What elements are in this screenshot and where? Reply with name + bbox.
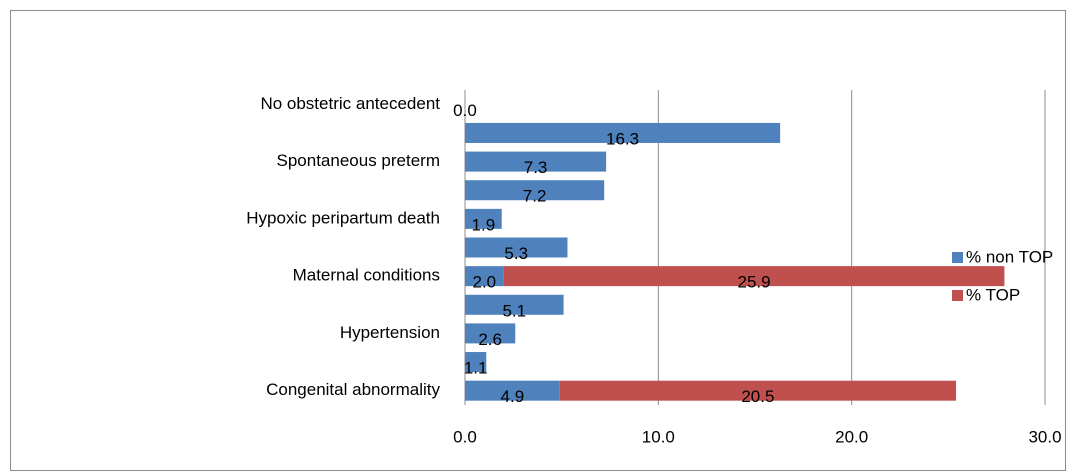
data-label: 7.2 [523,187,547,206]
y-tick-label: Hypoxic peripartum death [246,208,440,227]
legend-label: % non TOP [966,247,1053,266]
y-tick-label: No obstetric antecedent [260,94,440,113]
bar [465,237,568,258]
y-tick-label: Maternal conditions [293,266,440,285]
data-label: 2.6 [478,330,502,349]
x-tick-label: 30.0 [1028,427,1061,446]
bar [465,266,504,287]
data-label: 1.9 [472,215,496,234]
data-label: 4.9 [501,387,525,406]
bar [559,380,957,401]
data-label: 5.1 [502,301,526,320]
data-label: 2.0 [473,273,497,292]
bar [465,180,605,201]
legend-swatch [952,252,963,263]
x-tick-label: 10.0 [642,427,675,446]
bar [465,294,564,315]
x-tick-label: 0.0 [453,427,477,446]
legend-swatch [952,290,963,301]
y-tick-label: Spontaneous preterm [277,151,441,170]
x-tick-label: 20.0 [835,427,868,446]
data-label: 7.3 [524,158,548,177]
legend-label: % TOP [966,285,1020,304]
y-tick-label: Congenital abnormality [266,380,440,399]
data-label: 0.0 [453,101,477,120]
bar [465,380,560,401]
bar [465,208,502,229]
bar [465,151,607,172]
data-label: 5.3 [504,244,528,263]
bar [465,352,487,373]
data-label: 25.9 [737,273,770,292]
bar [503,266,1005,287]
bar [465,122,781,143]
data-label: 1.1 [464,359,488,378]
data-label: 16.3 [606,129,639,148]
data-label: 20.5 [741,387,774,406]
bar [465,323,516,344]
y-tick-label: Hypertension [340,323,440,342]
